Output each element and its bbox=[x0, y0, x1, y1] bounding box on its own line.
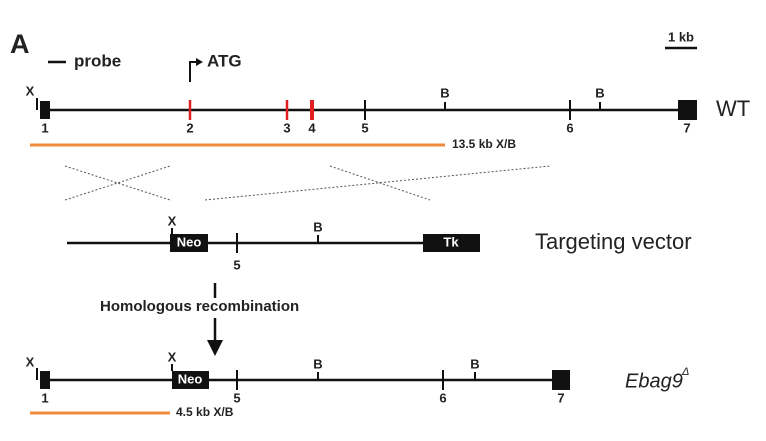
fragment-label: 4.5 kb X/B bbox=[176, 405, 234, 419]
site-label: X bbox=[26, 83, 35, 98]
exon-label: 1 bbox=[41, 390, 48, 405]
allele-label: Ebag9 bbox=[625, 370, 683, 392]
crossover bbox=[204, 165, 551, 201]
allele-label: WT bbox=[716, 96, 750, 121]
tk-label: Tk bbox=[443, 234, 459, 249]
exon-box bbox=[40, 101, 50, 119]
step-arrowhead bbox=[207, 340, 223, 356]
crossover bbox=[329, 165, 431, 201]
exon-label: 1 bbox=[41, 120, 48, 135]
exon-label: 7 bbox=[557, 390, 564, 405]
exon-box bbox=[40, 371, 50, 389]
site-label: X bbox=[168, 349, 177, 364]
site-label: X bbox=[168, 213, 177, 228]
exon-label: 5 bbox=[233, 257, 240, 272]
site-label: B bbox=[440, 85, 449, 100]
scale-label: 1 kb bbox=[668, 29, 694, 44]
site-label: B bbox=[595, 85, 604, 100]
allele-superscript: Δ bbox=[681, 366, 689, 378]
exon-label: 3 bbox=[283, 120, 290, 135]
exon-label: 6 bbox=[566, 120, 573, 135]
exon-label: 2 bbox=[186, 120, 193, 135]
exon-box bbox=[552, 370, 570, 390]
exon-label: 4 bbox=[308, 120, 316, 135]
site-label: B bbox=[470, 356, 479, 371]
atg-label: ATG bbox=[207, 51, 242, 70]
exon-box bbox=[678, 100, 697, 120]
exon-label: 5 bbox=[361, 120, 368, 135]
site-label: X bbox=[26, 354, 35, 369]
step-label: Homologous recombination bbox=[100, 298, 299, 315]
exon-label: 6 bbox=[439, 390, 446, 405]
site-label: B bbox=[313, 219, 322, 234]
vector-label: Targeting vector bbox=[535, 229, 692, 254]
site-label: B bbox=[313, 356, 322, 371]
probe-label: probe bbox=[74, 51, 121, 70]
fragment-label: 13.5 kb X/B bbox=[452, 137, 516, 151]
neo-box bbox=[170, 234, 208, 252]
neo-label: Neo bbox=[178, 371, 203, 386]
tk-box bbox=[423, 234, 480, 252]
panel-label: A bbox=[10, 29, 30, 59]
atg-arrow bbox=[189, 61, 198, 82]
atg-arrowhead bbox=[196, 58, 203, 66]
neo-label: Neo bbox=[177, 234, 202, 249]
exon-label: 7 bbox=[683, 120, 690, 135]
neo-box bbox=[172, 371, 209, 389]
exon-label: 5 bbox=[233, 390, 240, 405]
